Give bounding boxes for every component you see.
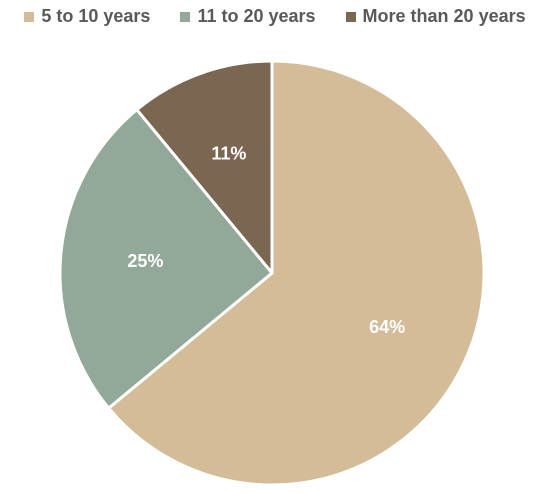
legend-label-5-to-10-years: 5 to 10 years (41, 6, 151, 26)
legend-item-5-to-10-years: 5 to 10 years (24, 6, 150, 27)
pie-label-more-than-20-years: 11% (211, 143, 246, 163)
pie-slice-5-to-10-years (107, 59, 486, 487)
legend-item-11-to-20-years: 11 to 20 years (180, 6, 316, 27)
pie-slice-11-to-20-years (58, 108, 274, 410)
pie-slice-more-than-20-years (135, 59, 274, 275)
legend-swatch-more-than-20-years (345, 11, 356, 22)
chart-legend: 5 to 10 years 11 to 20 years More than 2… (0, 6, 550, 27)
legend-label-more-than-20-years: More than 20 years (362, 6, 526, 26)
legend-swatch-11-to-20-years (180, 11, 191, 22)
legend-swatch-5-to-10-years (24, 11, 35, 22)
pie-slices (58, 59, 486, 487)
pie-label-11-to-20-years: 25% (127, 251, 163, 271)
legend-item-more-than-20-years: More than 20 years (345, 6, 526, 27)
pie-slice-labels: 64% 25% 11% (127, 143, 405, 337)
legend-label-11-to-20-years: 11 to 20 years (197, 6, 316, 26)
pie-label-5-to-10-years: 64% (369, 317, 405, 337)
